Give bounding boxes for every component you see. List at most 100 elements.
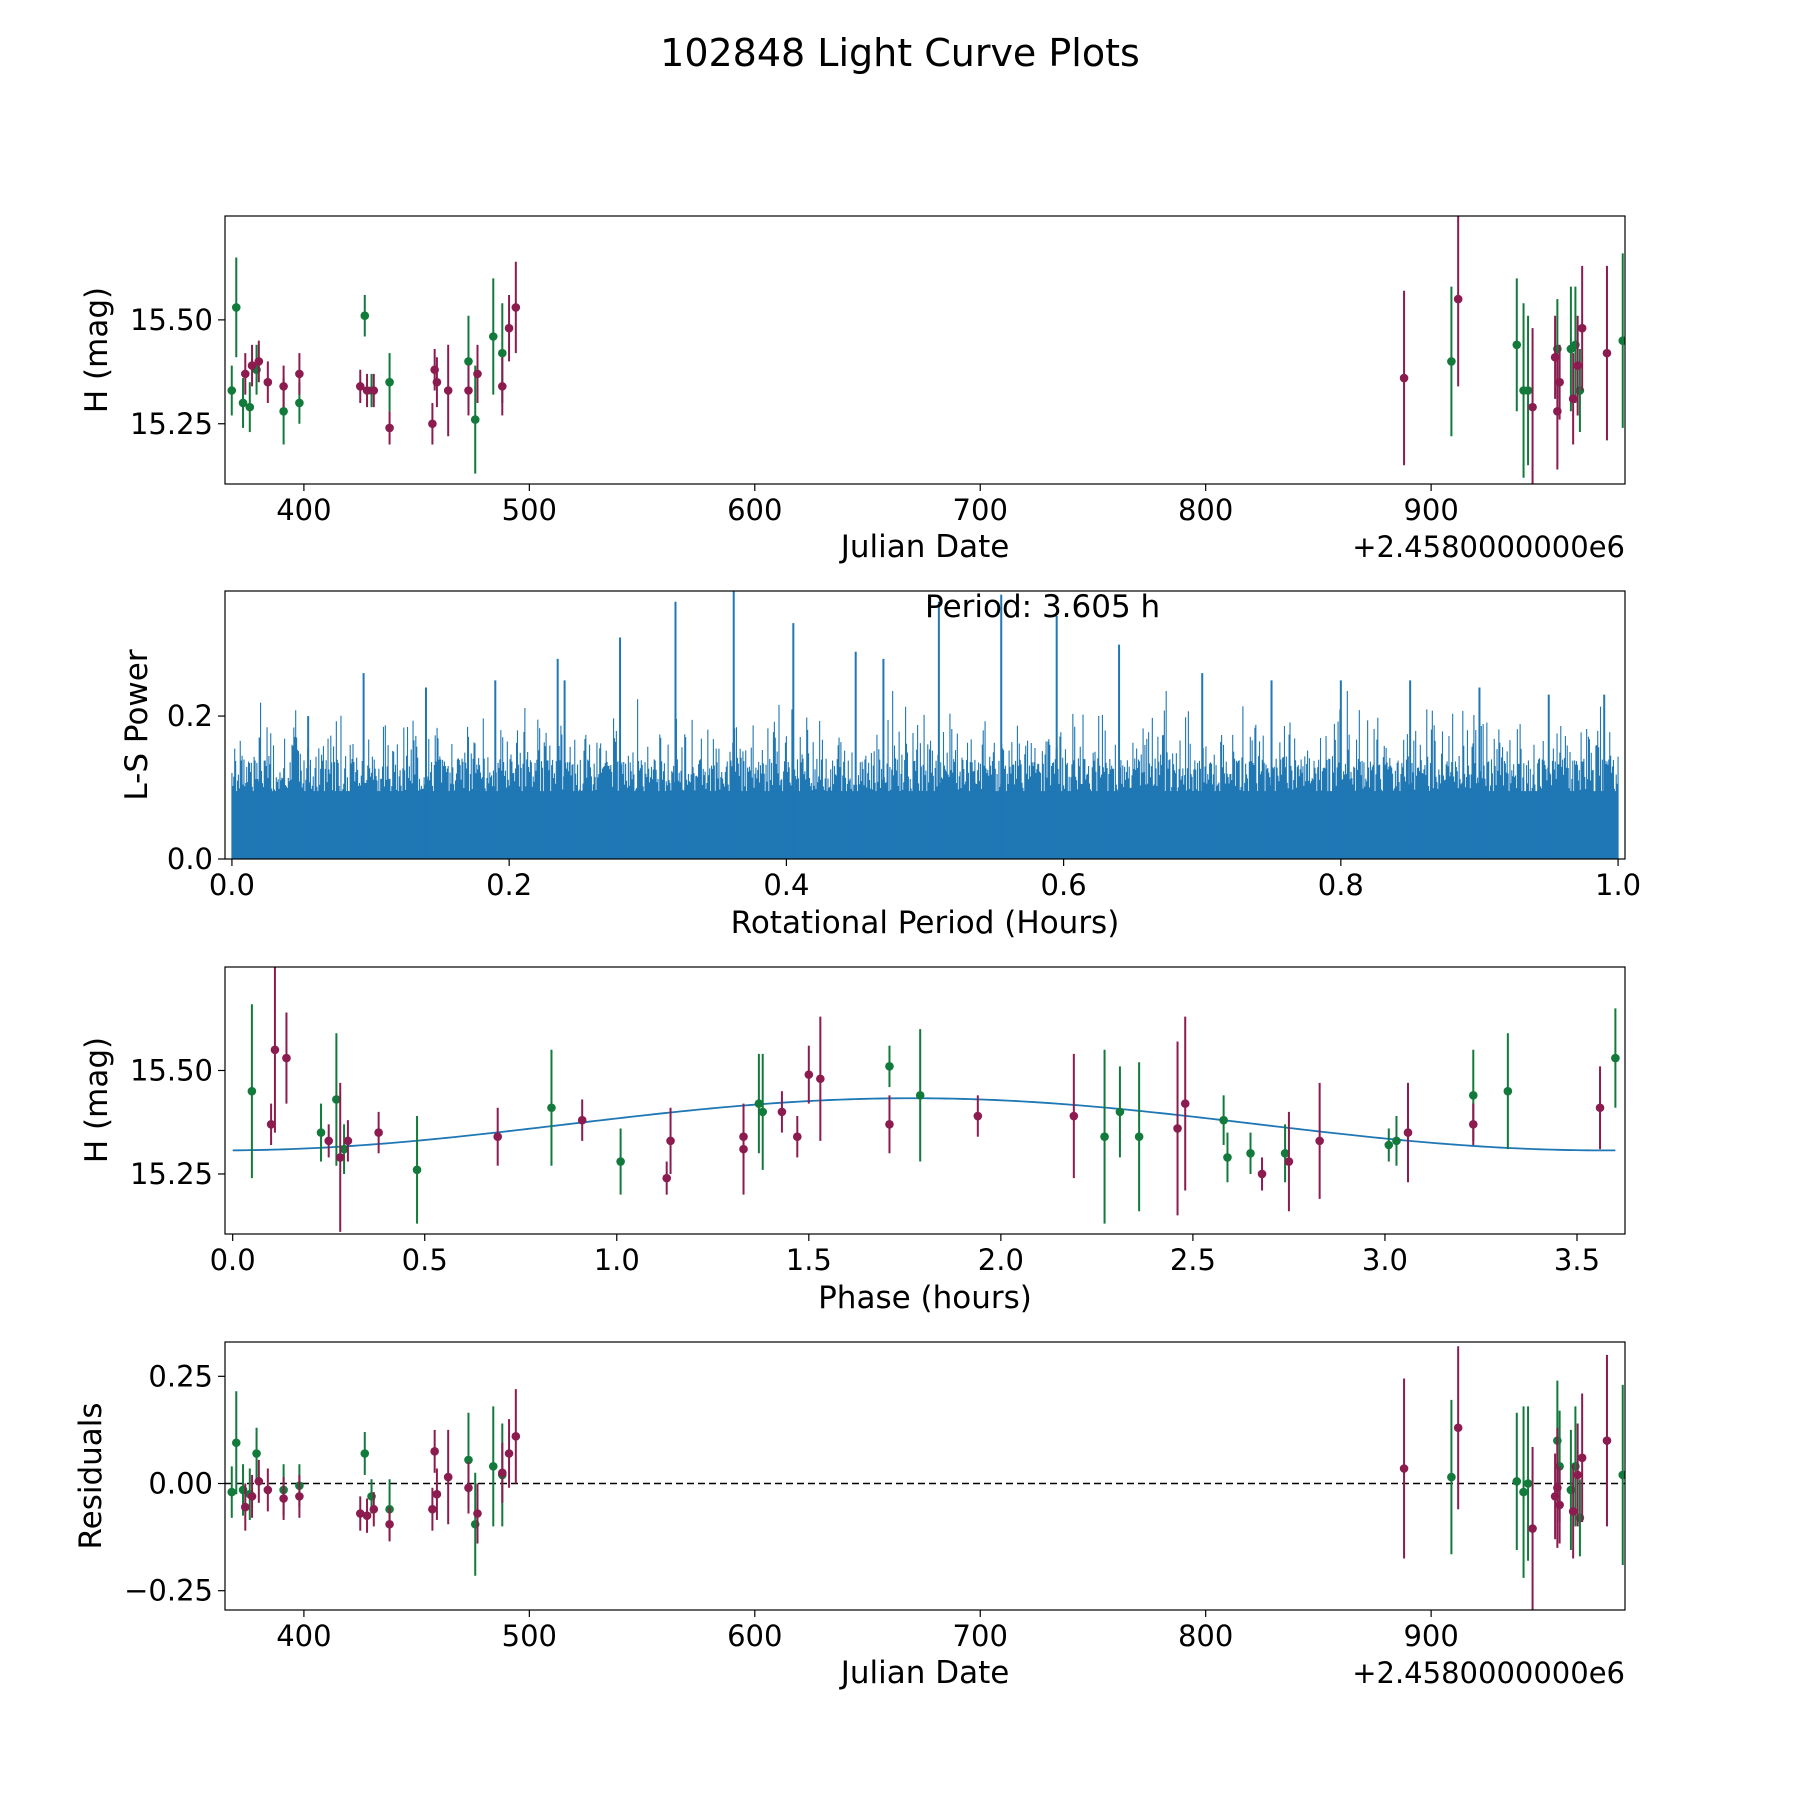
raw-point-magenta [1573, 361, 1582, 370]
phased-point-green [412, 1165, 422, 1175]
residuals-point-magenta [511, 1432, 521, 1441]
raw-point-green [1512, 340, 1522, 350]
phased-point-magenta [374, 1128, 383, 1137]
raw-point-magenta [254, 357, 264, 366]
residuals-y-tick-label: 0.25 [148, 1359, 213, 1393]
phased-point-green [1611, 1053, 1620, 1063]
residuals-point-magenta [295, 1492, 304, 1501]
raw-point-magenta [1577, 323, 1587, 333]
phased-point-magenta [1595, 1103, 1605, 1113]
raw-point-green [1523, 386, 1533, 395]
phased-y-axis-label: H (mag) [79, 1037, 115, 1163]
residuals-point-magenta [369, 1504, 379, 1514]
residuals-point-green [464, 1455, 473, 1465]
phased-plot-area [232, 967, 1620, 1232]
periodogram-x-tick-label: 1.0 [1595, 868, 1641, 902]
periodogram-y-tick-label: 0.2 [167, 699, 213, 733]
residuals-x-tick-label: 600 [727, 1619, 782, 1653]
raw-point-magenta [1555, 377, 1564, 387]
phased-x-tick-label: 1.5 [786, 1243, 832, 1277]
residuals-point-magenta [240, 1502, 250, 1512]
residuals-point-magenta [385, 1519, 394, 1529]
phased-point-green [332, 1095, 341, 1104]
phased-point-magenta [335, 1153, 345, 1162]
residuals-point-green [1618, 1470, 1625, 1480]
raw-point-green [231, 303, 241, 312]
residuals-point-green [1523, 1479, 1533, 1488]
phased-point-green [547, 1103, 556, 1113]
residuals-point-magenta [254, 1477, 264, 1486]
periodogram-x-tick-label: 0.2 [486, 868, 532, 902]
raw-point-magenta [362, 386, 372, 395]
phased-fit-curve [232, 1097, 1616, 1152]
phased-point-green [1280, 1148, 1290, 1158]
residuals-point-magenta [497, 1468, 507, 1478]
periodogram-x-axis-label: Rotational Period (Hours) [731, 905, 1120, 941]
residuals-point-magenta [1602, 1436, 1612, 1445]
periodogram-y-axis-label: L-S Power [119, 649, 155, 800]
phased-point-magenta [270, 1045, 280, 1055]
residuals-y-axis-label: Residuals [73, 1402, 109, 1549]
raw-point-magenta [1528, 402, 1537, 412]
residuals-point-green [1447, 1472, 1456, 1482]
residuals-point-green [227, 1487, 237, 1497]
panel-residuals: 400 500 600 700 800 900 −0.25 0.00 0.25 Julian D… [73, 1341, 1626, 1691]
raw-point-magenta [263, 377, 273, 387]
phased-point-green [1503, 1086, 1513, 1096]
residuals-point-magenta [362, 1511, 372, 1520]
raw-x-tick-label: 800 [1178, 493, 1233, 527]
phased-point-magenta [1180, 1099, 1190, 1108]
residuals-point-magenta [1555, 1500, 1564, 1510]
panel-periodogram: 0.0 0.2 0.4 0.6 0.8 1.0 0.0 0.2 Period: 3.605 h… [119, 589, 1641, 941]
phased-point-magenta [804, 1070, 814, 1079]
phased-point-green [1219, 1115, 1228, 1125]
raw-point-magenta [385, 423, 394, 433]
raw-point-green [464, 357, 473, 366]
residuals-x-axis-label: Julian Date [839, 1655, 1010, 1691]
residuals-x-tick-label: 400 [276, 1619, 331, 1653]
phased-point-green [247, 1086, 257, 1096]
phased-point-magenta [1257, 1169, 1267, 1179]
raw-point-green [227, 386, 237, 395]
phased-x-axis-label: Phase (hours) [818, 1280, 1032, 1316]
phased-axes-frame [224, 966, 1626, 1235]
residuals-plot-area [225, 1346, 1625, 1610]
raw-plot-area [227, 216, 1625, 484]
residuals-point-magenta [1453, 1423, 1463, 1433]
residuals-marks [225, 1346, 1625, 1610]
periodogram-dense-band [231, 791, 1619, 859]
residuals-x-tick-label: 900 [1403, 1619, 1458, 1653]
phased-point-green [316, 1128, 326, 1137]
residuals-axes-frame [224, 1341, 1626, 1611]
raw-point-magenta [240, 369, 250, 379]
raw-ticks: 400 500 600 700 800 900 15.25 15.50 [130, 303, 1459, 527]
panel-raw-light-curve: 400 500 600 700 800 900 15.25 15.50 Julian Date… [79, 215, 1626, 565]
residuals-point-green [488, 1462, 498, 1471]
raw-point-magenta [504, 323, 514, 333]
phased-point-magenta [1173, 1124, 1182, 1133]
phased-x-tick-label: 3.5 [1554, 1243, 1600, 1277]
phased-point-green [754, 1099, 764, 1108]
residuals-offset-text: +2.4580000000e6 [1352, 1656, 1625, 1690]
periodogram-marks [231, 591, 1619, 859]
phased-point-magenta [777, 1107, 787, 1117]
raw-point-magenta [369, 386, 379, 395]
phased-point-green [1384, 1140, 1394, 1150]
phased-x-tick-label: 3.0 [1362, 1243, 1408, 1277]
residuals-point-magenta [1577, 1453, 1587, 1463]
raw-x-tick-label: 500 [502, 493, 557, 527]
raw-point-magenta [247, 361, 257, 370]
raw-x-axis-label: Julian Date [839, 529, 1010, 565]
residuals-point-magenta [504, 1449, 514, 1458]
residuals-point-green [252, 1449, 261, 1458]
phased-point-magenta [885, 1120, 894, 1129]
periodogram-ticks: 0.0 0.2 0.4 0.6 0.8 1.0 0.0 0.2 [167, 699, 1641, 902]
phased-point-green [1134, 1132, 1144, 1142]
residuals-point-magenta [1573, 1470, 1582, 1480]
phased-point-magenta [577, 1115, 587, 1125]
periodogram-plot-area [231, 591, 1619, 859]
phased-x-tick-label: 2.0 [978, 1243, 1024, 1277]
periodogram-axes-frame [224, 590, 1626, 860]
raw-axes-frame [224, 215, 1626, 485]
